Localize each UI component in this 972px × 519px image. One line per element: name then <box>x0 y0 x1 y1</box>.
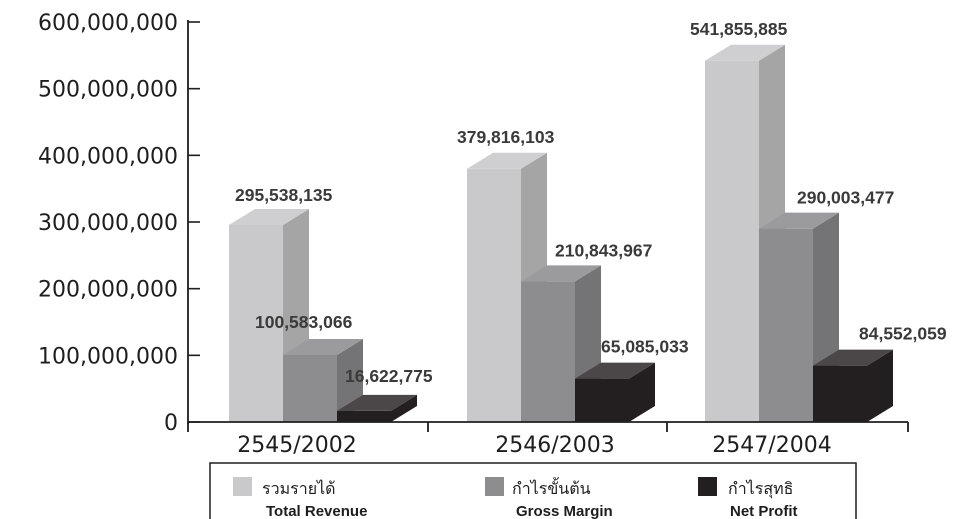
x-tick-label: 2546/2003 <box>495 433 614 458</box>
bar-front <box>759 228 813 422</box>
bar-top <box>813 349 893 366</box>
data-label: 100,583,066 <box>255 312 353 332</box>
data-labels: 295,538,135 100,583,066 16,622,775 379,816,… <box>235 19 947 386</box>
y-tick-label: 400,000,000 <box>38 144 178 169</box>
bar <box>575 362 655 422</box>
bar-side <box>867 349 893 422</box>
data-label: 16,622,775 <box>345 366 433 386</box>
bar-front <box>813 365 867 422</box>
category-labels: 2545/2002 2546/2003 2547/2004 <box>237 433 831 458</box>
bar-top <box>521 265 601 282</box>
bar-top <box>759 212 839 229</box>
bar-top <box>337 394 417 411</box>
bar-front <box>705 60 759 422</box>
bar-top <box>229 208 309 225</box>
legend-swatch-gross-margin <box>485 477 504 496</box>
data-label: 65,085,033 <box>601 337 689 357</box>
legend-box <box>209 462 857 519</box>
y-tick-label: 300,000,000 <box>38 211 178 236</box>
x-tick-label: 2545/2002 <box>237 433 356 458</box>
data-label: 84,552,059 <box>859 324 947 344</box>
y-tick-label: 500,000,000 <box>38 78 178 103</box>
bar-top <box>575 362 655 379</box>
data-label: 295,538,135 <box>235 185 333 205</box>
y-tick-label: 200,000,000 <box>38 278 178 303</box>
bar-front <box>575 378 629 422</box>
bar-top <box>283 338 363 355</box>
data-label: 541,855,885 <box>690 19 788 39</box>
y-axis-ticks: 0 100,000,000 200,000,000 300,000,000 400,00… <box>38 11 200 436</box>
bar-front <box>467 168 521 422</box>
bar <box>337 394 417 422</box>
data-label: 379,816,103 <box>457 127 555 147</box>
bar-top <box>705 44 785 61</box>
y-tick-label: 0 <box>164 411 178 436</box>
bars <box>229 44 893 423</box>
legend: รวมรายได้ Total Revenue กำไรขั้นต้น Gros… <box>209 462 857 519</box>
legend-label-th-net-profit: กำไรสุทธิ <box>728 479 793 499</box>
bar <box>813 349 893 422</box>
y-tick-label: 600,000,000 <box>38 11 178 36</box>
legend-swatch-net-profit <box>698 477 717 496</box>
data-label: 210,843,967 <box>555 240 652 260</box>
legend-label-th-gross-margin: กำไรขั้นต้น <box>512 477 591 498</box>
bar-front <box>521 281 575 422</box>
legend-label-en-total-revenue: Total Revenue <box>266 503 367 519</box>
data-label: 290,003,477 <box>797 188 894 208</box>
axes <box>187 20 909 432</box>
y-tick-label: 100,000,000 <box>38 344 178 369</box>
legend-swatch-total-revenue <box>233 477 252 496</box>
x-tick-label: 2547/2004 <box>712 433 831 458</box>
legend-label-en-gross-margin: Gross Margin <box>516 503 613 519</box>
bar-front <box>283 354 337 422</box>
bar-side <box>391 394 417 422</box>
bar-top <box>467 152 547 169</box>
bar-front <box>229 224 283 422</box>
bar <box>283 338 363 422</box>
legend-label-en-net-profit: Net Profit <box>730 503 798 519</box>
bar-side <box>629 362 655 422</box>
legend-label-th-total-revenue: รวมรายได้ <box>262 479 336 498</box>
bar-front <box>337 410 391 422</box>
